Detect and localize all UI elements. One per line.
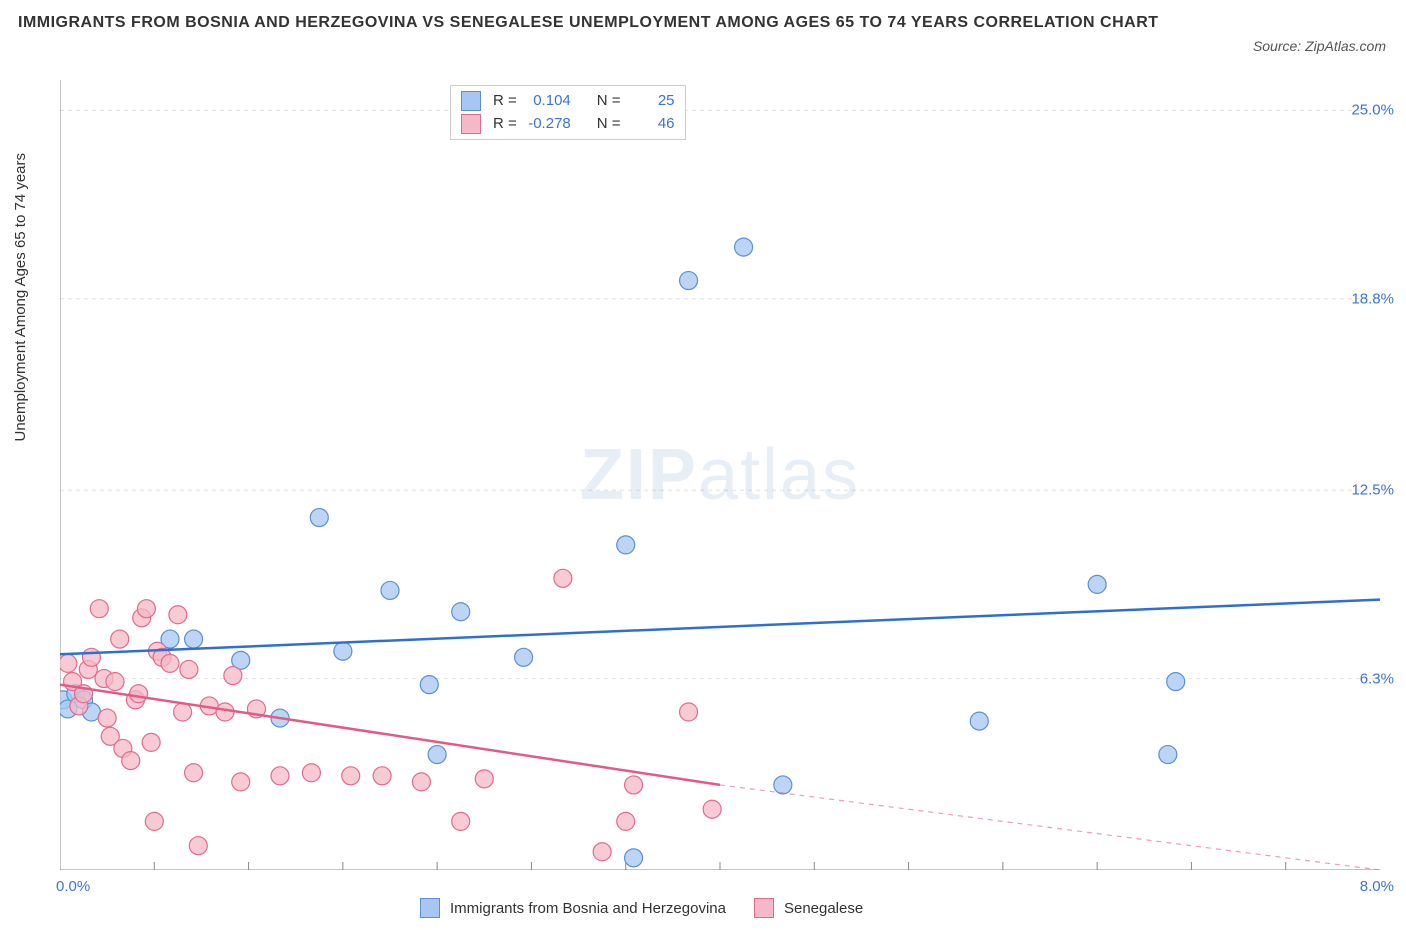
stat-R-value: -0.278: [525, 113, 571, 136]
scatter-point-senegalese: [169, 606, 187, 624]
scatter-point-senegalese: [593, 843, 611, 861]
scatter-point-senegalese: [98, 709, 116, 727]
stat-legend: R = 0.104 N = 25 R = -0.278 N = 46: [450, 85, 686, 140]
scatter-point-senegalese: [216, 703, 234, 721]
scatter-point-senegalese: [224, 667, 242, 685]
bottom-legend-item: Senegalese: [754, 898, 863, 918]
scatter-point-senegalese: [373, 767, 391, 785]
scatter-point-bosnia: [185, 630, 203, 648]
legend-swatch-icon: [754, 898, 774, 918]
y-tick-label: 6.3%: [1360, 670, 1394, 687]
stat-N-label: N =: [597, 113, 621, 136]
regression-dash-senegalese: [720, 785, 1380, 870]
scatter-point-bosnia: [310, 509, 328, 527]
scatter-point-bosnia: [381, 581, 399, 599]
scatter-point-bosnia: [1159, 746, 1177, 764]
scatter-point-senegalese: [412, 773, 430, 791]
legend-swatch-icon: [461, 114, 481, 134]
scatter-point-bosnia: [452, 603, 470, 621]
bottom-legend-label: Senegalese: [784, 900, 863, 917]
scatter-point-senegalese: [82, 648, 100, 666]
stat-N-value: 46: [629, 113, 675, 136]
scatter-point-senegalese: [554, 569, 572, 587]
bottom-legend: Immigrants from Bosnia and Herzegovina Se…: [420, 898, 863, 918]
scatter-point-bosnia: [515, 648, 533, 666]
scatter-point-senegalese: [122, 752, 140, 770]
scatter-point-senegalese: [137, 600, 155, 618]
scatter-point-bosnia: [970, 712, 988, 730]
scatter-point-senegalese: [189, 837, 207, 855]
stat-N-label: N =: [597, 90, 621, 113]
scatter-point-senegalese: [342, 767, 360, 785]
stat-legend-row: R = 0.104 N = 25: [461, 90, 675, 113]
scatter-point-senegalese: [232, 773, 250, 791]
plot-area: ZIPatlas: [60, 80, 1380, 870]
scatter-point-senegalese: [617, 812, 635, 830]
stat-R-label: R =: [493, 90, 517, 113]
scatter-point-senegalese: [625, 776, 643, 794]
scatter-point-senegalese: [130, 685, 148, 703]
bottom-legend-label: Immigrants from Bosnia and Herzegovina: [450, 900, 726, 917]
source-label: Source: ZipAtlas.com: [1253, 38, 1386, 54]
scatter-point-senegalese: [302, 764, 320, 782]
scatter-point-senegalese: [161, 654, 179, 672]
scatter-point-bosnia: [625, 849, 643, 867]
stat-R-label: R =: [493, 113, 517, 136]
scatter-point-bosnia: [735, 238, 753, 256]
scatter-point-senegalese: [452, 812, 470, 830]
stat-N-value: 25: [629, 90, 675, 113]
chart-container: IMMIGRANTS FROM BOSNIA AND HERZEGOVINA V…: [0, 0, 1406, 930]
scatter-point-bosnia: [334, 642, 352, 660]
scatter-point-bosnia: [420, 676, 438, 694]
scatter-point-senegalese: [174, 703, 192, 721]
stat-R-value: 0.104: [525, 90, 571, 113]
y-tick-label: 18.8%: [1351, 290, 1394, 307]
scatter-point-senegalese: [106, 673, 124, 691]
scatter-point-senegalese: [271, 767, 289, 785]
chart-title: IMMIGRANTS FROM BOSNIA AND HERZEGOVINA V…: [18, 10, 1206, 36]
x-tick-left: 0.0%: [56, 878, 90, 895]
scatter-point-senegalese: [180, 660, 198, 678]
y-axis-label: Unemployment Among Ages 65 to 74 years: [12, 153, 29, 442]
scatter-point-senegalese: [185, 764, 203, 782]
regression-line-senegalese: [60, 685, 720, 785]
y-tick-label: 25.0%: [1351, 102, 1394, 119]
x-tick-right: 8.0%: [1360, 878, 1394, 895]
scatter-point-senegalese: [475, 770, 493, 788]
scatter-point-bosnia: [428, 746, 446, 764]
scatter-point-bosnia: [680, 272, 698, 290]
scatter-point-bosnia: [774, 776, 792, 794]
bottom-legend-item: Immigrants from Bosnia and Herzegovina: [420, 898, 726, 918]
scatter-point-senegalese: [145, 812, 163, 830]
scatter-point-bosnia: [617, 536, 635, 554]
scatter-point-bosnia: [1167, 673, 1185, 691]
legend-swatch-icon: [461, 91, 481, 111]
scatter-point-senegalese: [60, 654, 77, 672]
y-tick-label: 12.5%: [1351, 482, 1394, 499]
legend-swatch-icon: [420, 898, 440, 918]
scatter-point-senegalese: [680, 703, 698, 721]
scatter-point-bosnia: [1088, 575, 1106, 593]
scatter-point-senegalese: [90, 600, 108, 618]
plot-svg: [60, 80, 1380, 870]
scatter-point-senegalese: [142, 733, 160, 751]
regression-line-bosnia: [60, 600, 1380, 655]
scatter-point-senegalese: [111, 630, 129, 648]
scatter-point-senegalese: [703, 800, 721, 818]
stat-legend-row: R = -0.278 N = 46: [461, 113, 675, 136]
